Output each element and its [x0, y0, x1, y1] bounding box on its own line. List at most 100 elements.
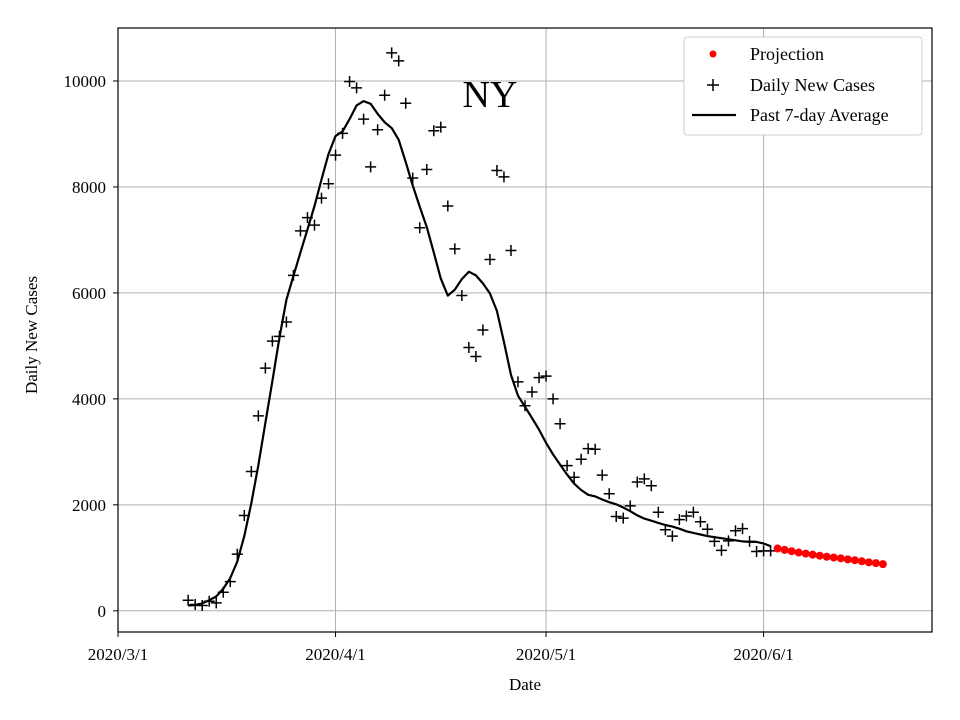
legend-projection-marker [709, 50, 717, 58]
daily-case-point [337, 127, 349, 139]
daily-case-point [505, 245, 517, 257]
projection-point [843, 555, 852, 564]
state-annotation: NY [463, 74, 518, 116]
daily-case-point [323, 178, 335, 190]
daily-case-point [358, 113, 370, 125]
daily-case-point [393, 55, 405, 67]
y-tick-label: 6000 [72, 284, 106, 303]
daily-case-point [519, 400, 531, 412]
daily-case-point [470, 350, 482, 362]
daily-case-point [617, 512, 629, 524]
daily-case-point [708, 535, 720, 547]
daily-case-point [189, 598, 201, 610]
daily-case-point [554, 418, 566, 430]
daily-case-point [645, 480, 657, 492]
average-line [188, 100, 771, 607]
daily-case-point [491, 165, 503, 177]
daily-case-point [765, 545, 777, 557]
daily-case-point [294, 225, 306, 237]
daily-case-point [217, 586, 229, 598]
daily-case-point [737, 523, 749, 535]
daily-case-point [252, 410, 264, 422]
daily-case-point [624, 500, 636, 512]
projection-point [850, 556, 859, 565]
x-tick-label: 2020/5/1 [516, 645, 576, 664]
daily-case-point [196, 600, 208, 612]
y-tick-label: 10000 [64, 72, 107, 91]
daily-case-point [526, 386, 538, 398]
projection-point [773, 544, 782, 553]
y-tick-label: 2000 [72, 496, 106, 515]
projection-point [787, 547, 796, 556]
daily-case-point [379, 89, 391, 101]
average-line-series [188, 100, 771, 607]
daily-cases-series [182, 47, 777, 612]
daily-case-point [568, 471, 580, 483]
projection-point [864, 558, 873, 567]
daily-case-point [687, 506, 699, 518]
y-tick-label: 0 [98, 602, 107, 621]
daily-case-point [589, 443, 601, 455]
projection-point [857, 557, 866, 566]
daily-case-point [666, 530, 678, 542]
daily-case-point [428, 125, 440, 137]
projection-point [822, 552, 831, 561]
x-tick-label: 2020/6/1 [733, 645, 793, 664]
projection-point [836, 554, 845, 563]
daily-case-point [652, 506, 664, 518]
daily-case-point [631, 476, 643, 488]
daily-case-point [182, 594, 194, 606]
projection-series [773, 544, 887, 569]
daily-case-point [596, 469, 608, 481]
daily-case-point [610, 510, 622, 522]
daily-case-point [477, 324, 489, 336]
daily-case-point [512, 376, 524, 388]
daily-case-point [561, 460, 573, 472]
projection-point [794, 548, 803, 557]
plot-area-frame [117, 27, 933, 633]
daily-case-point [456, 290, 468, 302]
daily-case-point [723, 535, 734, 547]
daily-case-point [673, 514, 685, 526]
projection-point [871, 559, 880, 568]
daily-case-point [273, 330, 285, 342]
daily-case-point [386, 47, 398, 59]
daily-case-point [301, 212, 313, 224]
legend-label-projection: Projection [750, 44, 824, 64]
daily-case-point [210, 597, 222, 609]
projection-point [808, 550, 817, 559]
daily-case-point [245, 465, 257, 477]
daily-case-point [280, 316, 292, 328]
daily-case-point [638, 473, 650, 485]
x-tick-label: 2020/3/1 [88, 645, 148, 664]
daily-case-point [694, 516, 706, 528]
daily-case-point [421, 163, 433, 175]
projection-point [801, 549, 810, 558]
daily-case-point [400, 97, 412, 109]
projection-point [815, 551, 824, 560]
daily-case-point [744, 535, 756, 547]
daily-case-point [498, 171, 510, 183]
daily-case-point [484, 254, 496, 266]
daily-case-point [715, 544, 727, 556]
projection-point [829, 553, 838, 562]
daily-case-point [435, 121, 447, 133]
daily-case-point [547, 393, 559, 405]
daily-case-point [308, 219, 320, 231]
legend-label-daily-cases: Daily New Cases [750, 75, 875, 95]
daily-case-point [414, 222, 426, 234]
daily-case-point [238, 509, 250, 521]
legend-box [683, 36, 923, 136]
x-tick-label: 2020/4/1 [305, 645, 365, 664]
x-axis-ticks: 2020/3/1 2020/4/1 2020/5/1 2020/6/1 [88, 632, 794, 664]
daily-case-point [701, 523, 713, 535]
daily-case-point [259, 362, 271, 374]
projection-point [878, 560, 887, 569]
daily-case-point [603, 488, 615, 500]
daily-case-point [407, 172, 419, 184]
daily-case-point [365, 161, 377, 173]
daily-case-point [203, 595, 215, 607]
daily-case-point [442, 200, 454, 212]
daily-case-point [372, 124, 384, 136]
y-tick-label: 8000 [72, 178, 106, 197]
